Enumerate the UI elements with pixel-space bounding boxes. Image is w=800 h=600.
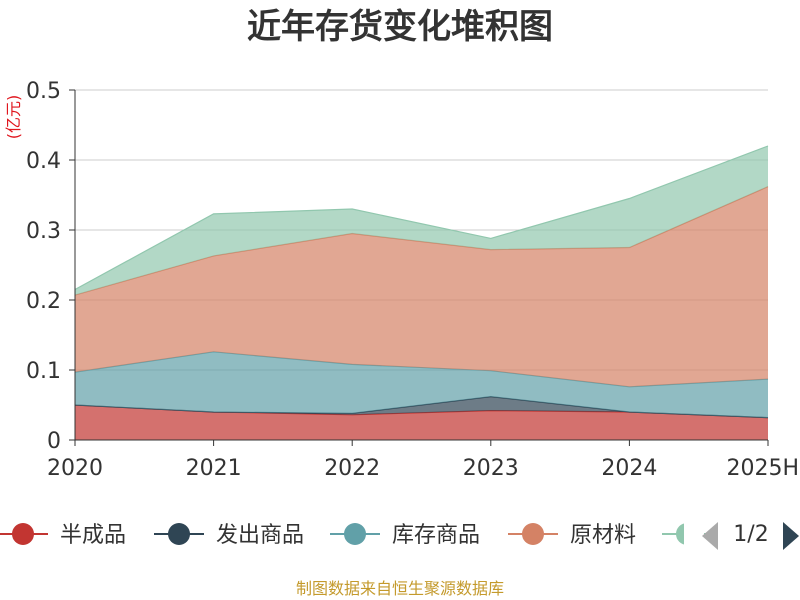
y-axis-tick-label: 0.4 <box>26 149 61 174</box>
chart-title: 近年存货变化堆积图 <box>247 7 553 47</box>
y-axis-tick-label: 0.1 <box>26 359 61 384</box>
legend-next-arrow-icon[interactable] <box>783 522 799 550</box>
x-axis-tick-label: 2022 <box>324 456 380 481</box>
area-series-layer <box>74 145 769 440</box>
y-axis-tick-labels: 0 0.1 0.2 0.3 0.4 0.5 <box>26 79 61 454</box>
legend-label: 发出商品 <box>216 523 304 548</box>
x-axis-tick-label: 2023 <box>463 456 519 481</box>
x-axis-tick-labels: 2020 2021 2022 2023 2024 2025H <box>47 440 799 481</box>
area-series-3 <box>75 351 768 418</box>
axes <box>74 90 768 441</box>
legend-label: 库存商品 <box>392 523 480 548</box>
area-series-4 <box>75 186 768 387</box>
legend-item-2[interactable]: 发出商品 <box>154 523 304 548</box>
y-axis-tick-label: 0.5 <box>26 79 61 104</box>
y-axis-unit: (亿元) <box>4 95 23 140</box>
legend-overflow-mask <box>684 516 704 556</box>
x-axis-tick-label: 2021 <box>186 456 242 481</box>
area-series-5 <box>75 146 768 296</box>
legend-label: 半成品 <box>60 523 126 548</box>
y-axis-tick-label: 0.3 <box>26 219 61 244</box>
y-axis-tick-label: 0.2 <box>26 289 61 314</box>
legend-page-label: 1/2 <box>733 522 768 547</box>
legend-circle-marker <box>168 523 190 545</box>
x-axis-tick-label: 2020 <box>47 456 103 481</box>
legend: 半成品 发出商品 库存商品 原材料 <box>0 516 712 556</box>
legend-circle-marker <box>344 523 366 545</box>
x-axis-tick-label: 2024 <box>601 456 657 481</box>
legend-item-1[interactable]: 半成品 <box>0 523 126 548</box>
legend-circle-marker <box>522 523 544 545</box>
area-series-1 <box>75 405 768 440</box>
legend-label: 原材料 <box>570 523 636 548</box>
x-axis-tick-label: 2025H <box>726 456 799 481</box>
legend-circle-marker <box>12 523 34 545</box>
data-source-note: 制图数据来自恒生聚源数据库 <box>296 579 504 598</box>
y-axis-tick-label: 0 <box>47 429 61 454</box>
legend-item-3[interactable]: 库存商品 <box>330 523 480 548</box>
legend-pager: 1/2 <box>702 522 799 550</box>
area-series-5-line <box>74 145 769 291</box>
legend-item-4[interactable]: 原材料 <box>508 523 636 548</box>
legend-prev-arrow-icon[interactable] <box>702 522 718 550</box>
